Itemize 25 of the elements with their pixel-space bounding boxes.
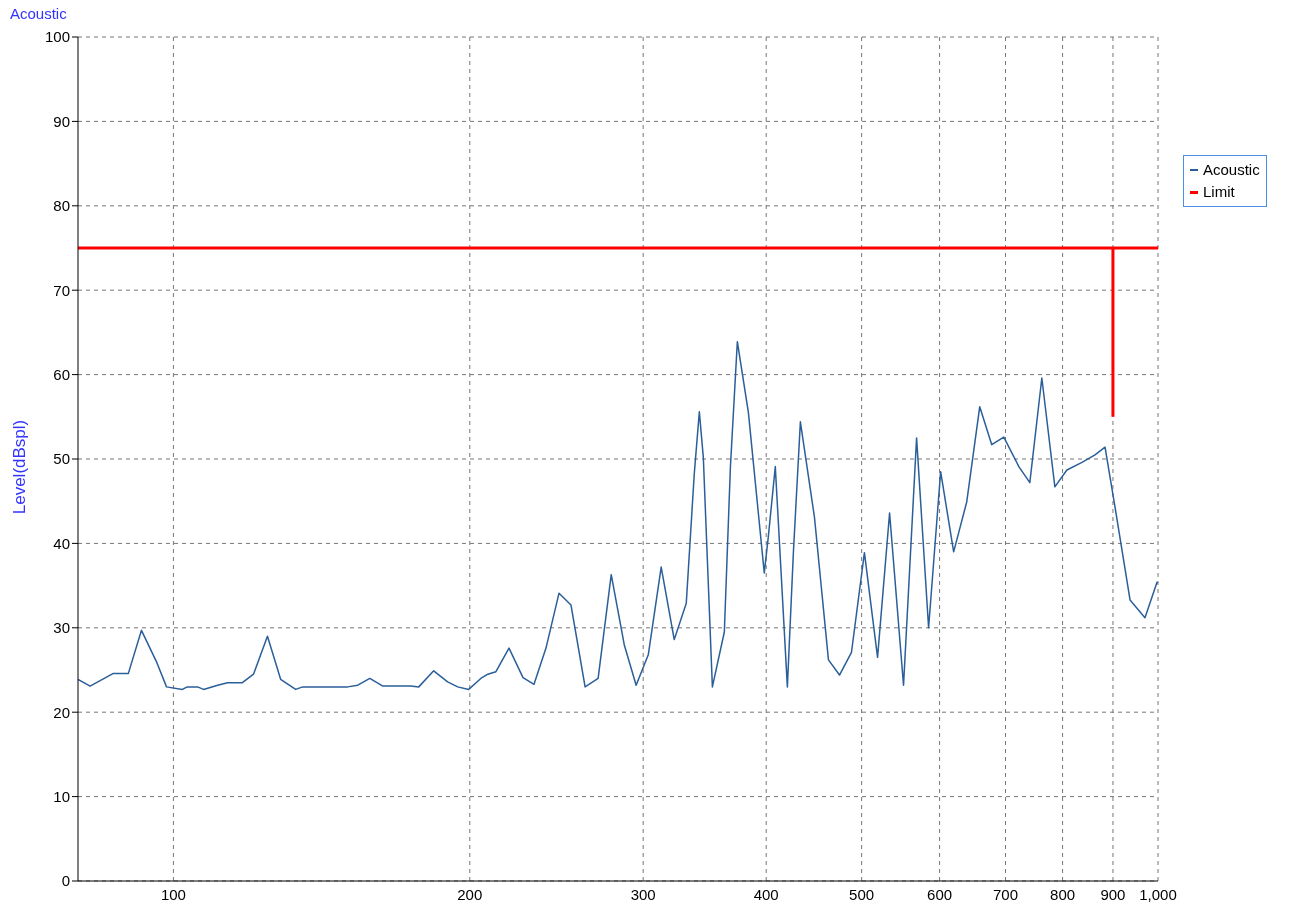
x-tick-label: 300 [630,885,656,903]
y-tick-label: 50 [53,450,70,468]
y-tick-label: 90 [53,112,70,130]
y-tick-label: 60 [53,365,70,383]
x-tick-label: 100 [160,885,186,903]
x-tick-label: 400 [753,885,779,903]
chart-title: Acoustic [10,5,67,22]
y-tick-label: 10 [53,787,70,805]
y-tick-label: 0 [61,872,70,890]
x-tick-label: 700 [992,885,1018,903]
legend-label: Acoustic [1203,160,1260,180]
x-tick-label: 900 [1100,885,1126,903]
x-tick-label: 500 [849,885,875,903]
legend-label: Limit [1203,182,1235,202]
x-tick-label: 200 [457,885,483,903]
x-tick-label: 600 [927,885,953,903]
x-tick-label: 1,000 [1139,885,1177,903]
y-tick-label: 40 [53,534,70,552]
y-tick-label: 80 [53,197,70,215]
y-tick-label: 100 [44,28,70,46]
y-tick-label: 30 [53,619,70,637]
y-tick-label: 20 [53,703,70,721]
y-axis-title: Level(dBspl) [10,419,30,515]
x-tick-label: 800 [1050,885,1076,903]
y-tick-label: 70 [53,281,70,299]
